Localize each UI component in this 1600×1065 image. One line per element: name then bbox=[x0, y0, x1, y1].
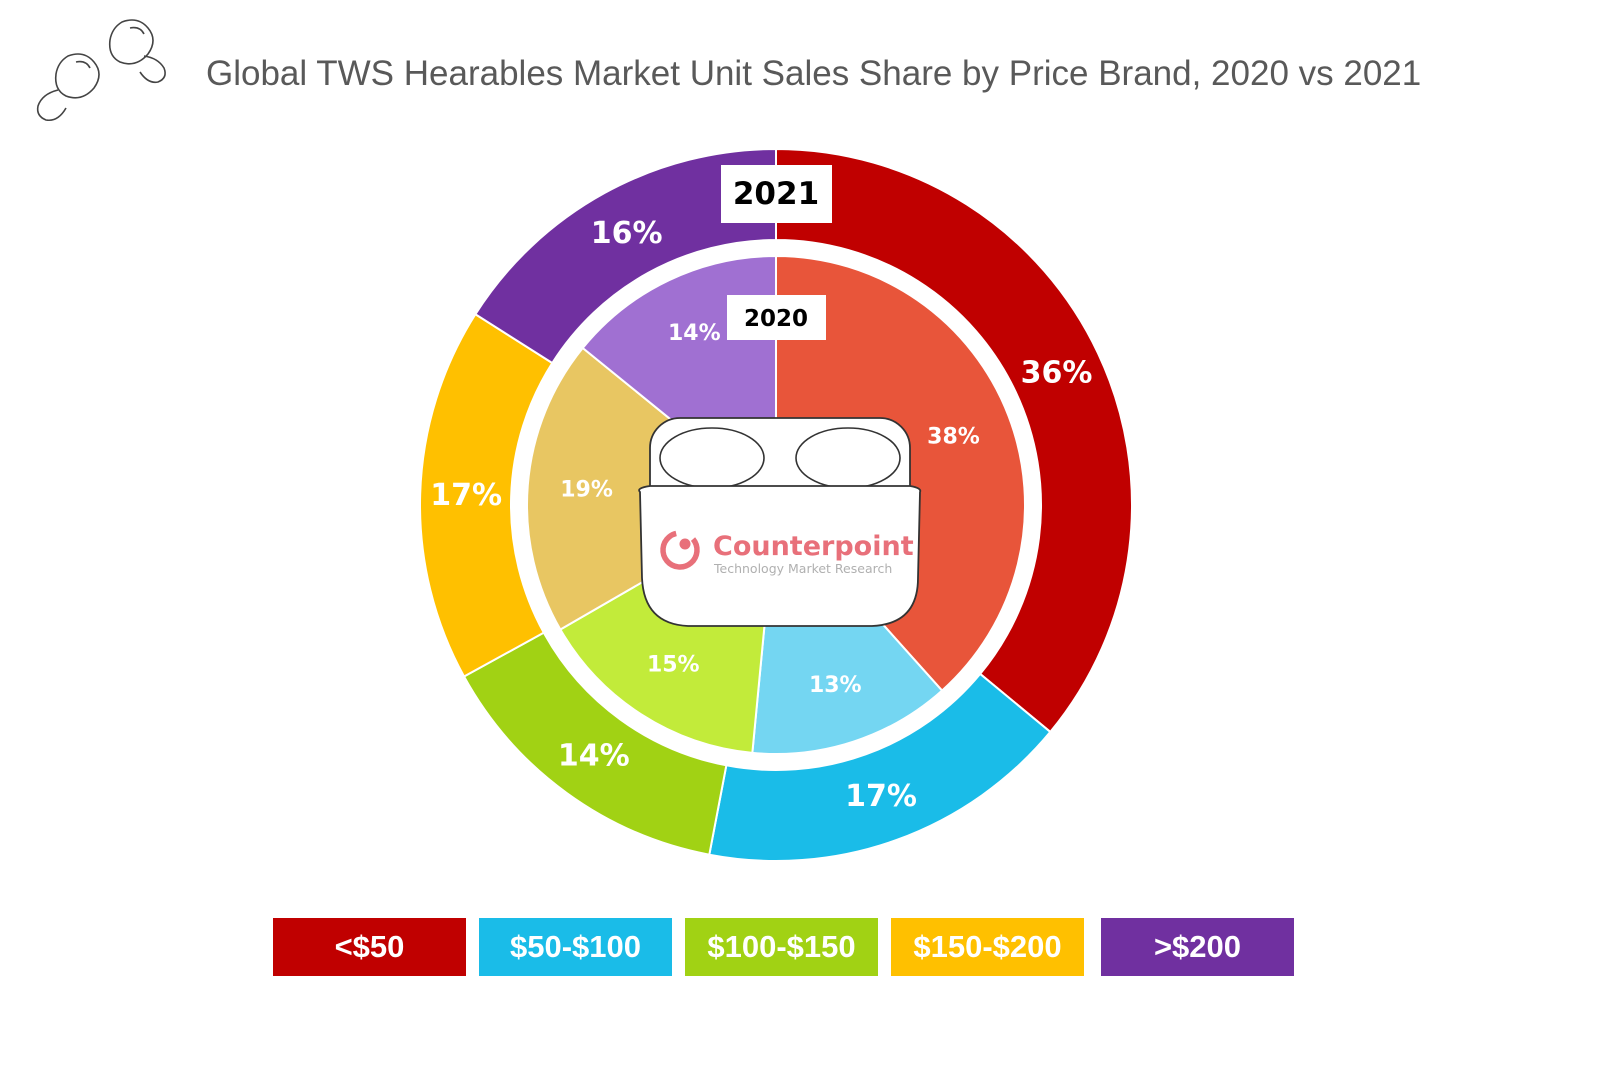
inner-2020-label-150-200: 19% bbox=[560, 477, 613, 502]
legend-item-gt200: >$200 bbox=[1101, 918, 1294, 976]
logo-tagline: Technology Market Research bbox=[713, 561, 892, 576]
year-label-2021: 2021 bbox=[733, 176, 819, 212]
inner-2020-label-50-100: 13% bbox=[809, 673, 862, 698]
earbuds-icon bbox=[36, 19, 166, 122]
outer-ring-2021: 36% 17% 14% 17% 16% bbox=[419, 147, 1133, 862]
legend-item-150-200: $150-$200 bbox=[891, 918, 1084, 976]
chart-title: Global TWS Hearables Market Unit Sales S… bbox=[206, 54, 1422, 93]
outer-2021-label-100-150: 14% bbox=[558, 738, 630, 773]
outer-2021-label-gt200: 16% bbox=[591, 216, 663, 251]
inner-2020-label-gt200: 14% bbox=[668, 321, 721, 346]
inner-2020-label-lt50: 38% bbox=[927, 425, 980, 450]
earbuds-case-icon: Counterpoint Technology Market Research bbox=[638, 417, 922, 627]
legend-item-lt50: <$50 bbox=[273, 918, 466, 976]
outer-2021-label-50-100: 17% bbox=[845, 779, 917, 814]
counterpoint-logo: Counterpoint Technology Market Research bbox=[660, 530, 914, 576]
outer-2021-slice-lt50 bbox=[775, 147, 1133, 734]
year-2020-box bbox=[727, 295, 826, 340]
legend-item-100-150: $100-$150 bbox=[685, 918, 878, 976]
outer-2021-slice-gt200 bbox=[474, 147, 777, 365]
legend: <$50 $50-$100 $100-$150 $150-$200 >$200 bbox=[273, 918, 1294, 976]
year-2021-box bbox=[721, 165, 832, 223]
outer-2021-label-lt50: 36% bbox=[1021, 356, 1093, 391]
inner-2020-label-100-150: 15% bbox=[647, 652, 700, 677]
logo-name: Counterpoint bbox=[713, 531, 914, 562]
outer-2021-label-150-200: 17% bbox=[430, 478, 502, 513]
legend-item-50-100: $50-$100 bbox=[479, 918, 672, 976]
donut-chart: 36% 17% 14% 17% 16% 38% 13% 15% 19% 14% Counterp… bbox=[419, 147, 1133, 862]
year-label-2020: 2020 bbox=[744, 306, 808, 332]
